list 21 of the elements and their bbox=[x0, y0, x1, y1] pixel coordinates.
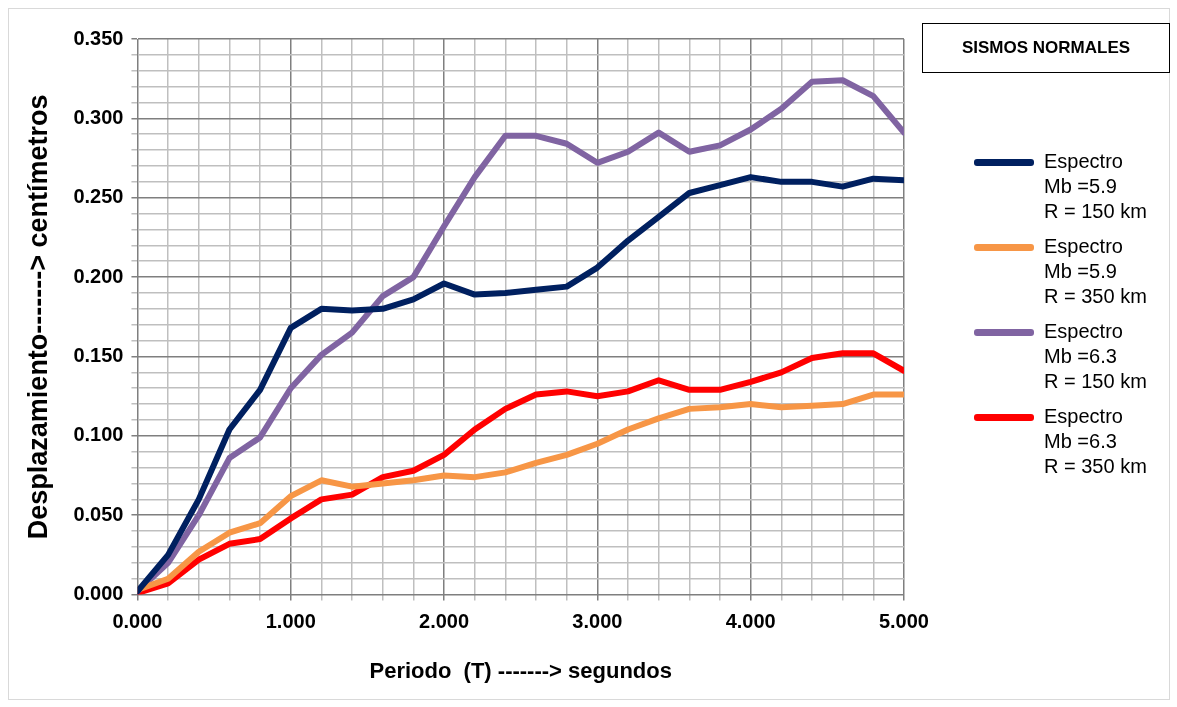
y-tick-label: 0.200 bbox=[73, 264, 124, 287]
legend-label: Espectro Mb =5.9 R = 350 km bbox=[1044, 234, 1147, 309]
y-tick-label: 0.100 bbox=[73, 423, 124, 446]
y-axis-title: Desplazamiento-------> centímetros bbox=[22, 94, 53, 540]
x-tick-label: 2.000 bbox=[419, 610, 470, 633]
x-tick-label: 4.000 bbox=[725, 610, 776, 633]
y-tick-label: 0.050 bbox=[73, 502, 124, 525]
legend-label: Espectro Mb =5.9 R = 150 km bbox=[1044, 149, 1147, 224]
y-tick-label: 0.250 bbox=[73, 185, 124, 208]
y-tick-label: 0.350 bbox=[73, 26, 124, 49]
x-tick-label: 1.000 bbox=[265, 610, 316, 633]
y-tick-label: 0.300 bbox=[73, 105, 124, 128]
y-tick-label: 0.150 bbox=[73, 344, 124, 366]
y-tick-label: 0.000 bbox=[73, 582, 124, 605]
text: SISMOS NORMALES bbox=[922, 23, 1170, 73]
x-tick-label: 5.000 bbox=[878, 610, 930, 633]
legend-label: Espectro Mb =6.3 R = 350 km bbox=[1044, 404, 1147, 479]
x-axis-title: Periodo (T) -------> segundos bbox=[369, 657, 672, 683]
x-tick-label: 3.000 bbox=[572, 610, 623, 633]
legend-label: Espectro Mb =6.3 R = 150 km bbox=[1044, 319, 1147, 394]
x-tick-label: 0.000 bbox=[112, 610, 163, 633]
